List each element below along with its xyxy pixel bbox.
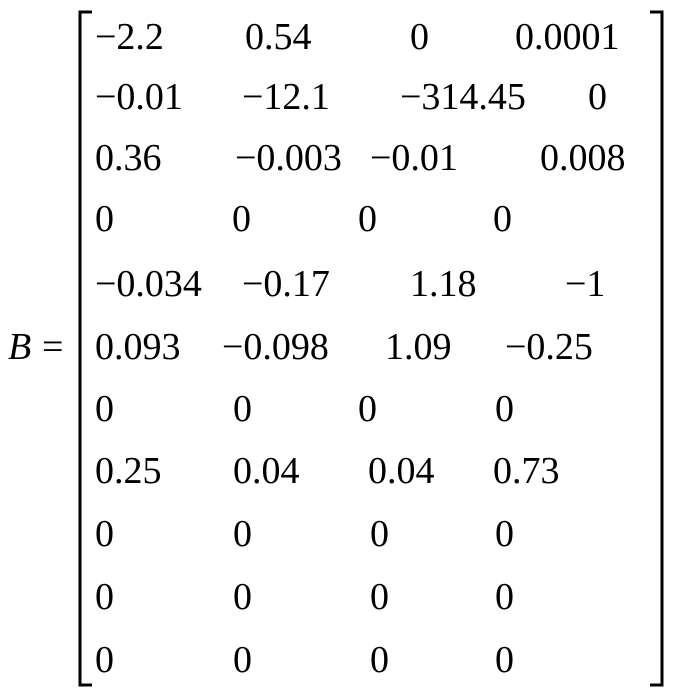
matrix-entry: 0 (232, 198, 251, 240)
matrix-entry: 0.093 (95, 326, 181, 368)
matrix-entry: 1.09 (385, 326, 452, 368)
matrix-entry: −1 (565, 263, 606, 305)
matrix-entry: 0.0001 (515, 16, 620, 58)
matrix-entry: 0 (233, 513, 252, 555)
matrix-entry: −0.098 (222, 326, 329, 368)
right-bracket (650, 10, 664, 687)
matrix-name: B (8, 326, 32, 368)
matrix-entry: 0 (370, 513, 389, 555)
matrix-entry: −0.17 (242, 263, 330, 305)
matrix-entry: 0.36 (95, 137, 162, 179)
matrix-entry: 0 (233, 388, 252, 430)
matrix-entry: 0 (370, 576, 389, 618)
matrix-entry: −2.2 (95, 16, 164, 58)
matrix-entry: −0.034 (95, 263, 202, 305)
matrix-entry: 0 (495, 639, 514, 681)
left-bracket (78, 10, 92, 687)
matrix-entry: 0 (370, 639, 389, 681)
matrix-entry: −0.25 (505, 326, 593, 368)
matrix-entry: 0 (95, 639, 114, 681)
matrix-entry: 0 (95, 576, 114, 618)
matrix-entry: 0 (588, 76, 607, 118)
matrix-entry: −12.1 (242, 76, 330, 118)
matrix-entry: −0.003 (235, 137, 342, 179)
matrix-entry: 0 (95, 513, 114, 555)
matrix-entry: 0.04 (233, 450, 300, 492)
matrix-entry: −0.01 (95, 76, 183, 118)
matrix-entry: −314.45 (400, 76, 526, 118)
matrix-entry: 0 (495, 388, 514, 430)
matrix-entry: 0 (358, 198, 377, 240)
matrix-entry: 0 (95, 388, 114, 430)
matrix-entry: 0 (233, 576, 252, 618)
matrix-entry: −0.01 (370, 137, 458, 179)
matrix-entry: 0.73 (493, 450, 560, 492)
matrix-entry: 0 (233, 639, 252, 681)
matrix-entry: 0.54 (245, 16, 312, 58)
matrix-entry: 0 (495, 513, 514, 555)
matrix-entry: 0 (410, 16, 429, 58)
matrix-entry: 0.25 (95, 450, 162, 492)
matrix-entry: 0 (495, 576, 514, 618)
matrix-entry: 0 (358, 388, 377, 430)
matrix-entry: 0 (95, 198, 114, 240)
matrix-entry: 0.04 (368, 450, 435, 492)
matrix-entry: 0.008 (540, 137, 626, 179)
matrix-entry: 0 (493, 198, 512, 240)
matrix-entry: 1.18 (410, 263, 477, 305)
equals-sign: = (42, 326, 64, 368)
